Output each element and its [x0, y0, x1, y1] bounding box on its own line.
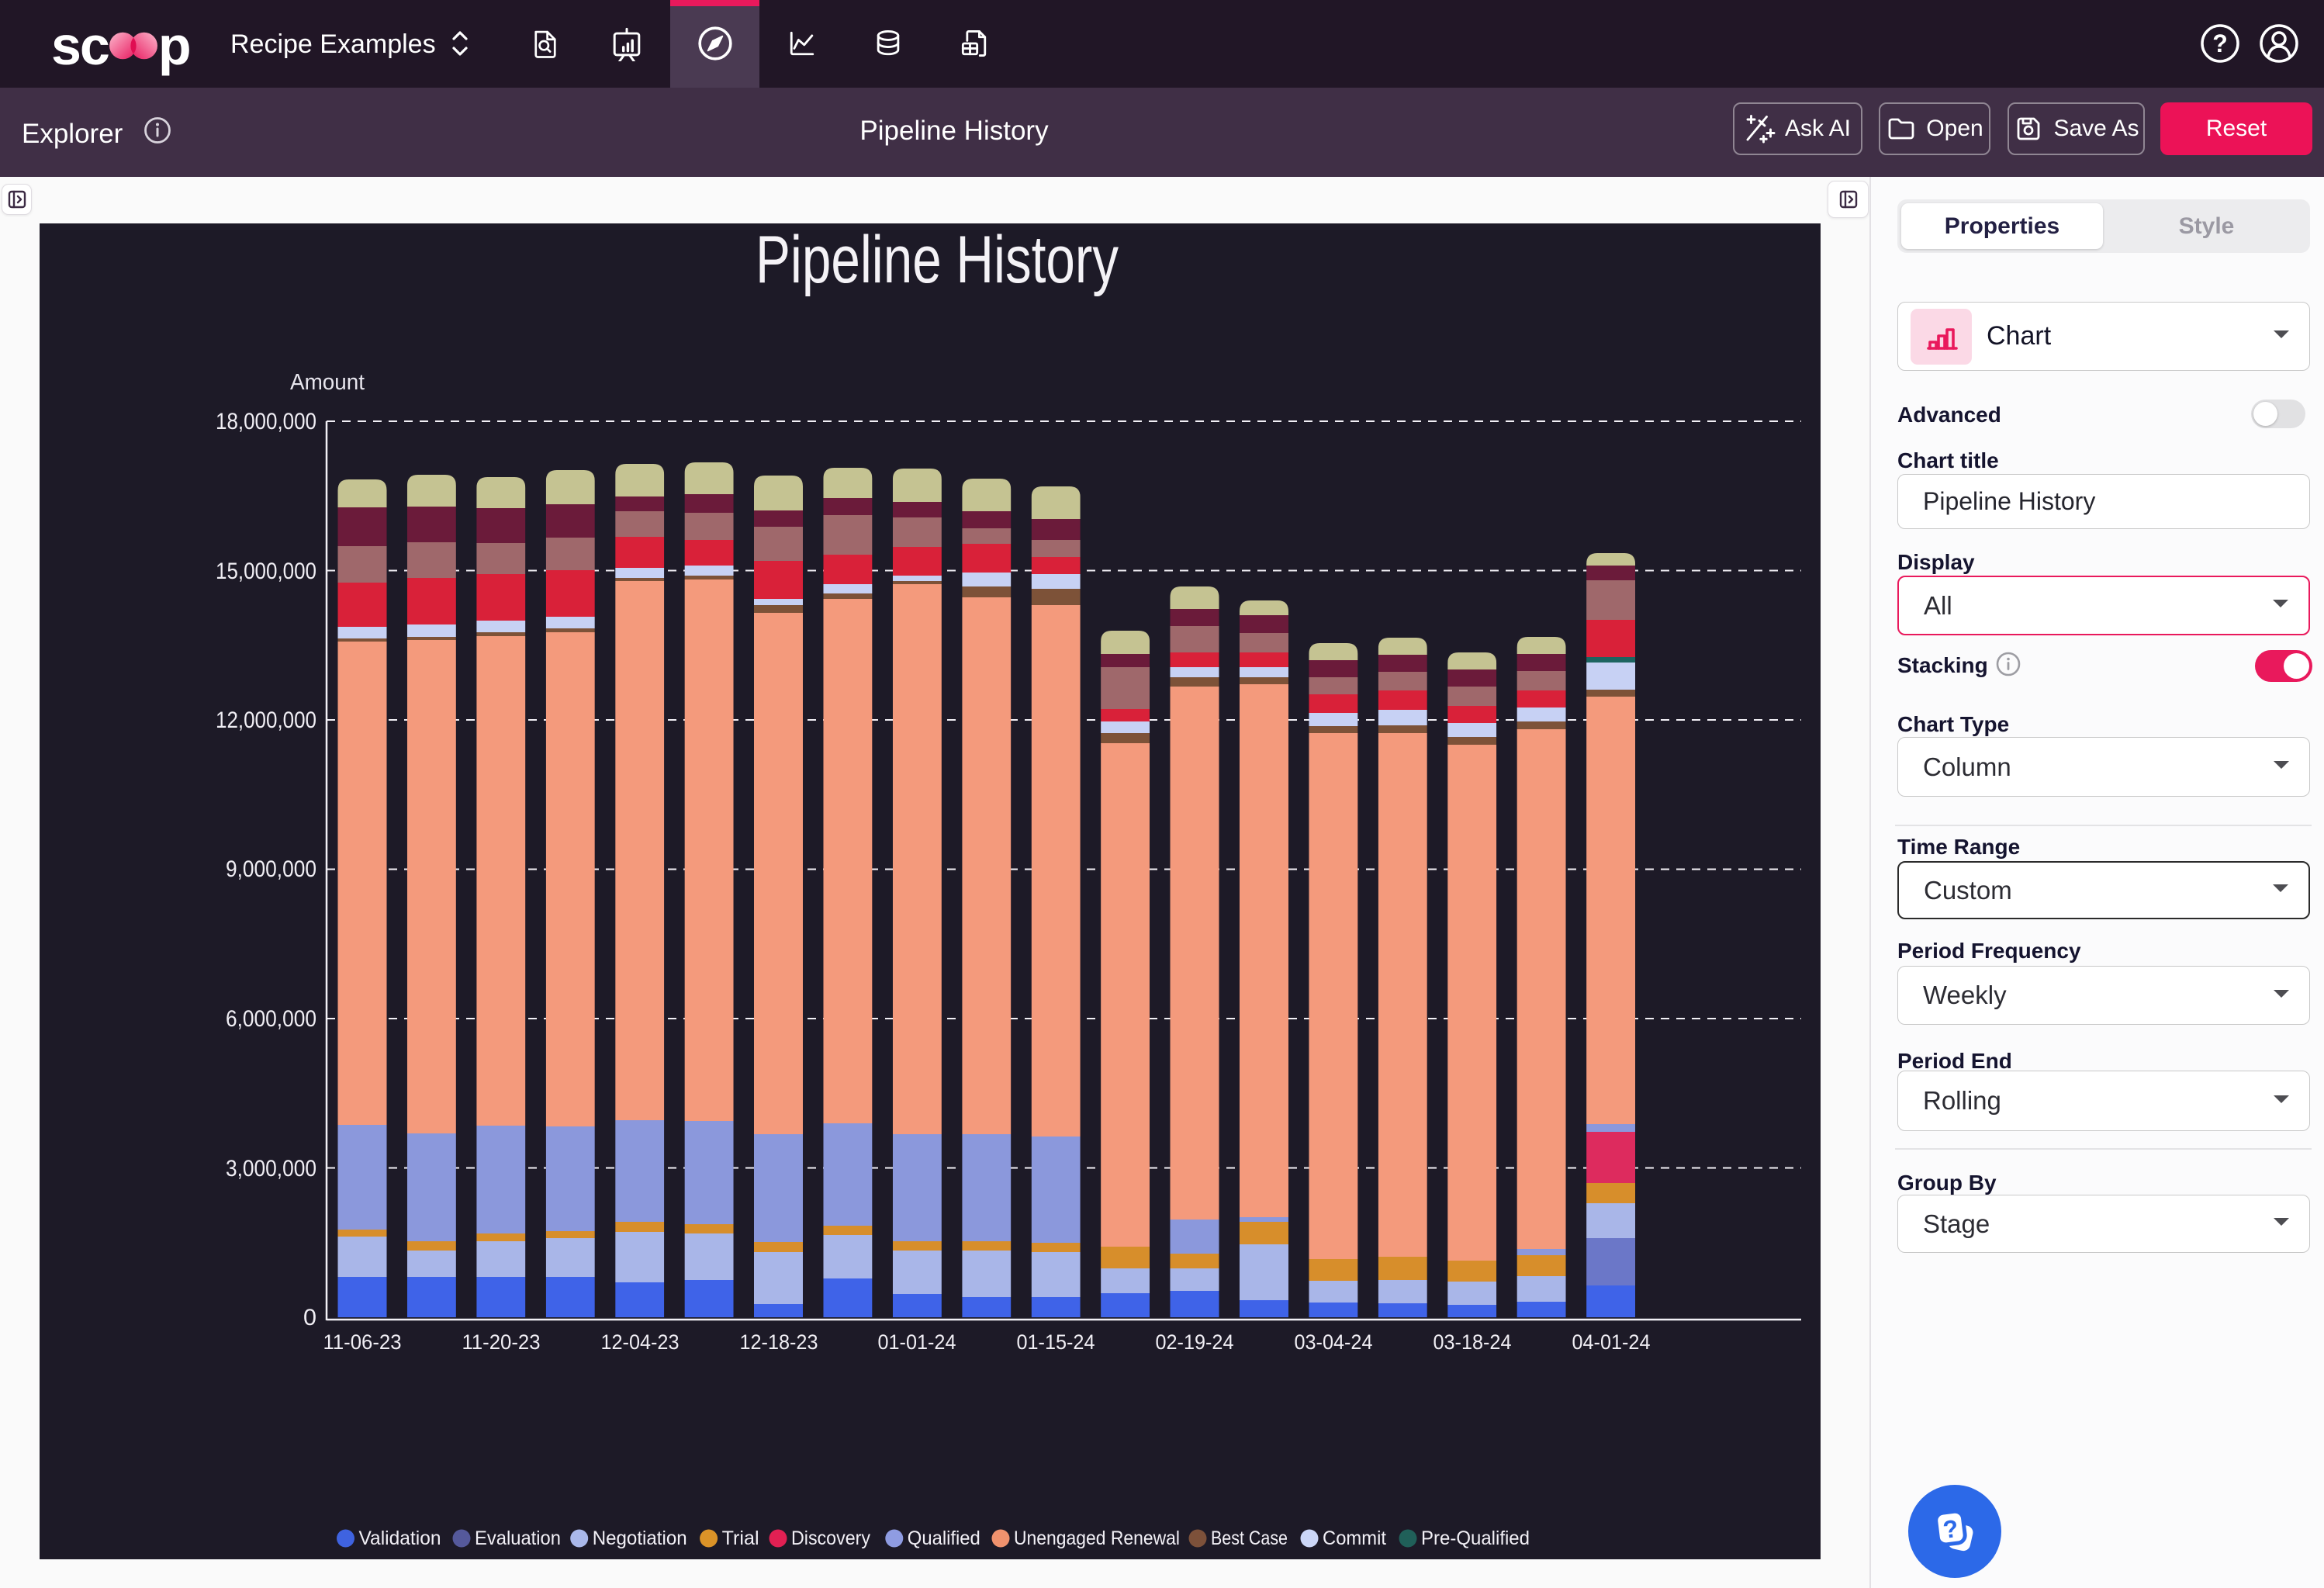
svg-text:Commit: Commit: [1323, 1527, 1386, 1549]
svg-text:?: ?: [1942, 1514, 1960, 1544]
svg-text:6,000,000: 6,000,000: [226, 1006, 316, 1032]
svg-text:11-06-23: 11-06-23: [323, 1330, 402, 1354]
svg-text:03-04-24: 03-04-24: [1295, 1330, 1373, 1354]
svg-text:12-04-23: 12-04-23: [601, 1330, 680, 1354]
svg-text:03-18-24: 03-18-24: [1433, 1330, 1512, 1354]
svg-text:Best Case: Best Case: [1211, 1527, 1288, 1549]
svg-text:Pipeline History: Pipeline History: [756, 223, 1119, 297]
svg-text:01-15-24: 01-15-24: [1017, 1330, 1095, 1354]
svg-text:Pre-Qualified: Pre-Qualified: [1421, 1527, 1530, 1549]
svg-text:12,000,000: 12,000,000: [216, 708, 316, 733]
svg-text:3,000,000: 3,000,000: [226, 1156, 316, 1181]
svg-text:Trial: Trial: [722, 1527, 759, 1549]
svg-text:Negotiation: Negotiation: [593, 1527, 687, 1549]
svg-text:?: ?: [2212, 29, 2228, 57]
svg-text:18,000,000: 18,000,000: [216, 409, 316, 434]
svg-text:Discovery: Discovery: [791, 1527, 870, 1549]
svg-text:0: 0: [303, 1305, 316, 1330]
svg-text:15,000,000: 15,000,000: [216, 559, 316, 584]
svg-text:01-01-24: 01-01-24: [878, 1330, 956, 1354]
svg-text:Amount: Amount: [290, 370, 365, 395]
svg-text:Qualified: Qualified: [908, 1527, 980, 1549]
svg-text:02-19-24: 02-19-24: [1156, 1330, 1234, 1354]
svg-text:Validation: Validation: [359, 1527, 441, 1549]
svg-text:11-20-23: 11-20-23: [462, 1330, 541, 1354]
svg-text:Evaluation: Evaluation: [475, 1527, 561, 1549]
svg-text:Unengaged Renewal: Unengaged Renewal: [1014, 1527, 1180, 1549]
svg-text:9,000,000: 9,000,000: [226, 856, 316, 882]
svg-text:04-01-24: 04-01-24: [1572, 1330, 1651, 1354]
svg-text:12-18-23: 12-18-23: [740, 1330, 818, 1354]
